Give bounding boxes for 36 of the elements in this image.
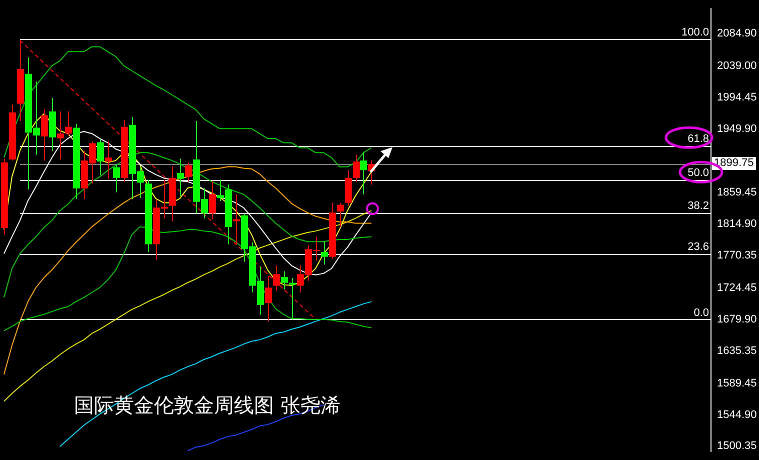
candlestick <box>337 202 344 228</box>
candlestick <box>97 138 104 176</box>
candlestick <box>113 164 120 193</box>
annotation: 23.6 <box>688 241 709 254</box>
y-tick-label: 1724.45 <box>717 282 757 294</box>
annotation: 38.2 <box>688 200 709 212</box>
y-tick-label: 1770.35 <box>717 250 757 262</box>
candlestick <box>273 264 280 292</box>
candlestick <box>209 180 216 220</box>
candlestick <box>360 151 367 195</box>
y-tick-label: 1679.90 <box>717 313 757 326</box>
candlestick <box>41 108 48 162</box>
ref-line-label: 1899.75 <box>712 157 756 170</box>
annotation: 0.0 <box>694 306 709 319</box>
y-tick-label: 1994.45 <box>717 91 757 104</box>
y-tick-label: 1635.35 <box>717 344 757 357</box>
y-tick-label: 1814.90 <box>717 218 757 230</box>
candlestick <box>177 158 184 197</box>
candlestick <box>281 270 288 290</box>
y-tick-label: 1589.45 <box>717 377 757 390</box>
candlestick <box>185 162 192 182</box>
candlestick <box>353 154 360 182</box>
candlestick <box>65 110 72 136</box>
y-tick-label: 2039.00 <box>717 60 757 72</box>
annotation: 61.8 <box>688 133 709 146</box>
y-tick-label: 1544.90 <box>717 408 757 421</box>
annotation: 国际黄金伦敦金周线图 张尧浠 <box>74 392 340 419</box>
candlestick <box>105 140 112 180</box>
candlestick <box>57 110 64 160</box>
annotation: 100.0 <box>681 26 709 38</box>
y-tick-label: 1500.35 <box>717 440 757 452</box>
y-tick-label: 1859.45 <box>717 186 757 199</box>
y-tick-label: 1949.90 <box>717 122 757 135</box>
candlestick <box>321 240 328 266</box>
y-tick-label: 2084.90 <box>717 27 757 40</box>
annotation: 50.0 <box>688 167 709 180</box>
